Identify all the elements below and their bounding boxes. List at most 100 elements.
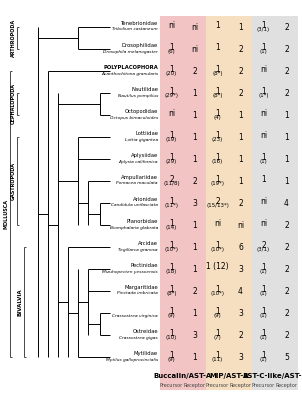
- Text: 1: 1: [215, 86, 220, 96]
- Text: (11/8): (11/8): [163, 182, 180, 186]
- Text: 1: 1: [215, 130, 220, 140]
- Text: 1: 1: [169, 284, 174, 294]
- Text: 1: 1: [215, 284, 220, 294]
- Text: Ostreidae: Ostreidae: [132, 329, 158, 334]
- Text: Tribolium castaneum: Tribolium castaneum: [112, 28, 158, 32]
- Text: 1 (12): 1 (12): [206, 262, 229, 272]
- Text: Buccalin/AST-A: Buccalin/AST-A: [154, 373, 212, 379]
- Text: (9): (9): [214, 314, 221, 318]
- Text: 1: 1: [169, 42, 174, 52]
- Text: Arcidae: Arcidae: [138, 241, 158, 246]
- Text: 1: 1: [169, 130, 174, 140]
- Text: 2: 2: [238, 88, 243, 98]
- Text: 3: 3: [192, 330, 197, 340]
- Text: ni: ni: [260, 130, 267, 140]
- Text: ni: ni: [237, 220, 244, 230]
- Text: 1: 1: [192, 352, 197, 362]
- Text: (1): (1): [260, 336, 267, 340]
- Text: 2: 2: [238, 330, 243, 340]
- Text: 2: 2: [284, 264, 289, 274]
- Text: (4): (4): [214, 116, 221, 120]
- Text: 1: 1: [169, 240, 174, 250]
- Text: 1: 1: [261, 328, 266, 338]
- Text: MIP/AST-B: MIP/AST-B: [209, 373, 249, 379]
- Text: (23): (23): [212, 138, 223, 142]
- Text: Arionidae: Arionidae: [133, 197, 158, 202]
- Text: Tenebrionidae: Tenebrionidae: [121, 21, 158, 26]
- Text: 2: 2: [238, 44, 243, 54]
- Text: MOLLUSCA: MOLLUSCA: [4, 199, 8, 229]
- Text: (1): (1): [260, 160, 267, 164]
- Text: 4: 4: [284, 198, 289, 208]
- Text: Planorbidae: Planorbidae: [127, 219, 158, 224]
- Text: 2: 2: [215, 196, 220, 206]
- Text: (1*): (1*): [258, 94, 269, 98]
- Text: (19): (19): [166, 138, 177, 142]
- Text: 2: 2: [284, 66, 289, 76]
- Text: Crassostrea gigas: Crassostrea gigas: [119, 336, 158, 340]
- Text: 1: 1: [192, 88, 197, 98]
- Text: 2: 2: [192, 286, 197, 296]
- Text: 1: 1: [169, 328, 174, 338]
- Text: 2: 2: [284, 44, 289, 54]
- Text: 1: 1: [261, 306, 266, 316]
- Text: GASTROPODA: GASTROPODA: [11, 162, 15, 200]
- Text: (11): (11): [212, 358, 223, 362]
- Text: Tegillarca granosa: Tegillarca granosa: [118, 248, 158, 252]
- Text: POLYPLACOPHORA: POLYPLACOPHORA: [103, 65, 158, 70]
- Text: (7): (7): [214, 336, 221, 340]
- Text: 1: 1: [215, 328, 220, 338]
- Text: 1: 1: [261, 262, 266, 272]
- Text: 1: 1: [284, 132, 289, 142]
- Text: 1: 1: [169, 306, 174, 316]
- Text: ni: ni: [191, 22, 198, 32]
- Text: 3: 3: [192, 198, 197, 208]
- Text: 1: 1: [215, 108, 220, 118]
- Bar: [229, 16, 252, 390]
- Text: 1: 1: [169, 196, 174, 206]
- Text: (9): (9): [168, 358, 175, 362]
- Text: 5: 5: [284, 352, 289, 362]
- Bar: [160, 16, 183, 390]
- Text: Octopus bimaculoides: Octopus bimaculoides: [110, 116, 158, 120]
- Text: (18): (18): [166, 270, 177, 274]
- Text: BIVALVIA: BIVALVIA: [18, 288, 23, 316]
- Text: Mytilus galloprovincialis: Mytilus galloprovincialis: [106, 358, 158, 362]
- Text: 1: 1: [192, 308, 197, 318]
- Text: (10): (10): [166, 336, 177, 340]
- Text: 1: 1: [261, 174, 266, 184]
- Text: 1: 1: [215, 306, 220, 316]
- Text: Biomphalaria glabrata: Biomphalaria glabrata: [110, 226, 158, 230]
- Text: 4: 4: [238, 286, 243, 296]
- Text: 2: 2: [284, 330, 289, 340]
- Text: Precursor: Precursor: [160, 383, 183, 388]
- Text: Lottia gigantea: Lottia gigantea: [125, 138, 158, 142]
- Text: 1: 1: [192, 242, 197, 252]
- Text: 1: 1: [238, 176, 243, 186]
- Text: Acanthochitona granularis: Acanthochitona granularis: [101, 72, 158, 76]
- Text: Margaritidae: Margaritidae: [124, 285, 158, 290]
- Text: 1: 1: [169, 262, 174, 272]
- Text: 2: 2: [169, 174, 174, 184]
- Text: (20): (20): [166, 72, 177, 76]
- Text: 3: 3: [238, 264, 243, 274]
- Text: 1: 1: [169, 86, 174, 96]
- Text: 1: 1: [192, 220, 197, 230]
- Text: 1: 1: [169, 350, 174, 360]
- Text: Receptor: Receptor: [230, 383, 252, 388]
- Text: 1: 1: [169, 64, 174, 74]
- Text: 2: 2: [238, 198, 243, 208]
- Text: Pectinidae: Pectinidae: [130, 263, 158, 268]
- Text: Aplysiidae: Aplysiidae: [131, 153, 158, 158]
- Text: Receptor: Receptor: [275, 383, 297, 388]
- Text: 1: 1: [261, 152, 266, 162]
- Text: 1: 1: [215, 64, 220, 74]
- Text: 3: 3: [238, 308, 243, 318]
- Text: (29): (29): [166, 160, 177, 164]
- Text: 1: 1: [261, 350, 266, 360]
- Text: ni: ni: [191, 44, 198, 54]
- Text: Lottiidae: Lottiidae: [135, 131, 158, 136]
- Text: 2: 2: [192, 176, 197, 186]
- Text: 2: 2: [284, 242, 289, 252]
- Text: 1: 1: [192, 264, 197, 274]
